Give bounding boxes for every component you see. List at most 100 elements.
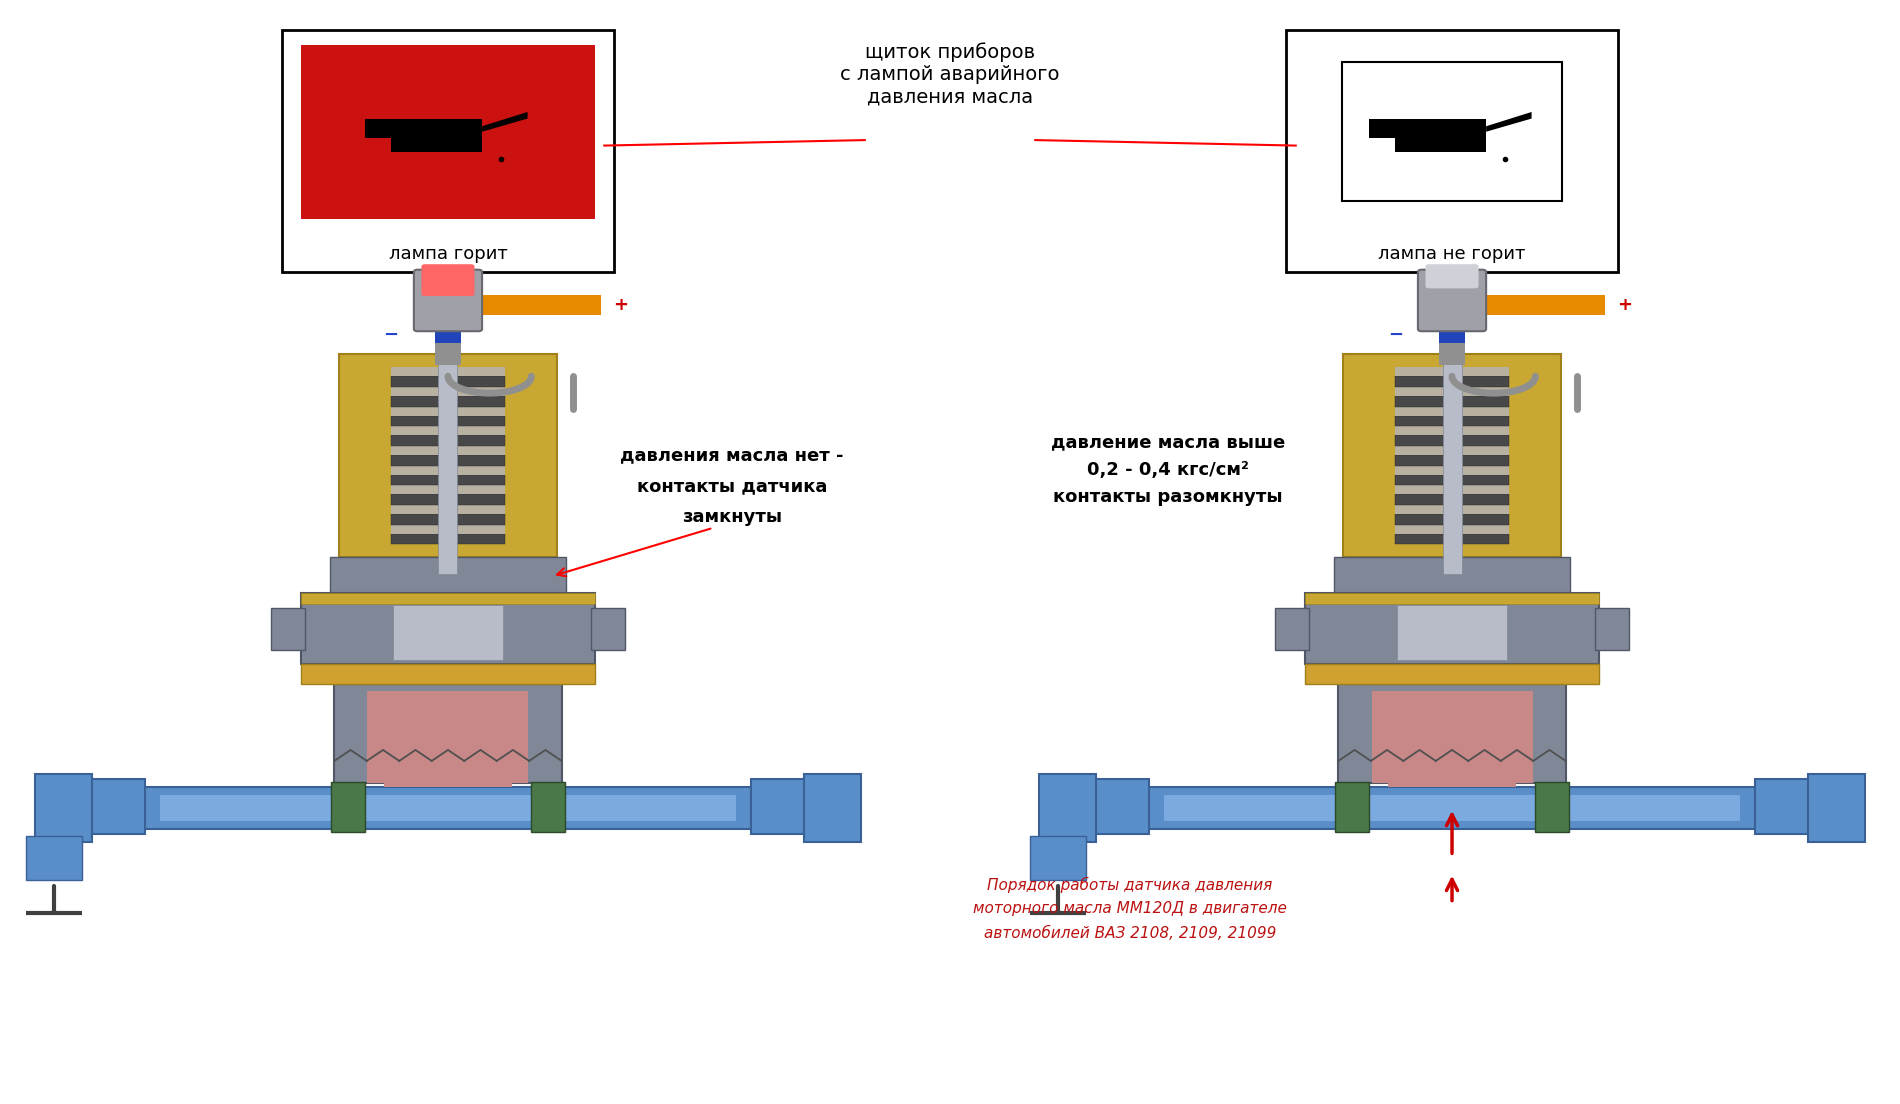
Text: давления масла нет -: давления масла нет - bbox=[621, 446, 844, 465]
FancyBboxPatch shape bbox=[1395, 455, 1509, 466]
FancyBboxPatch shape bbox=[391, 376, 505, 388]
Text: +: + bbox=[614, 296, 627, 314]
FancyBboxPatch shape bbox=[1341, 62, 1562, 201]
FancyBboxPatch shape bbox=[532, 782, 566, 832]
FancyBboxPatch shape bbox=[34, 774, 91, 842]
FancyBboxPatch shape bbox=[1395, 466, 1509, 475]
FancyBboxPatch shape bbox=[393, 605, 504, 660]
FancyBboxPatch shape bbox=[1809, 774, 1866, 842]
FancyBboxPatch shape bbox=[435, 272, 462, 365]
Text: 0,2 - 0,4 кгс/см²: 0,2 - 0,4 кгс/см² bbox=[1087, 460, 1248, 479]
FancyBboxPatch shape bbox=[1343, 354, 1562, 558]
FancyBboxPatch shape bbox=[479, 295, 602, 315]
FancyBboxPatch shape bbox=[1438, 272, 1465, 365]
Text: замкнуты: замкнуты bbox=[682, 508, 783, 526]
Polygon shape bbox=[1395, 118, 1486, 151]
FancyBboxPatch shape bbox=[391, 426, 505, 435]
FancyBboxPatch shape bbox=[1165, 795, 1740, 821]
FancyBboxPatch shape bbox=[1372, 691, 1533, 758]
FancyBboxPatch shape bbox=[1395, 505, 1509, 513]
FancyBboxPatch shape bbox=[391, 533, 505, 544]
FancyBboxPatch shape bbox=[367, 757, 528, 783]
Text: −: − bbox=[1387, 326, 1402, 343]
FancyBboxPatch shape bbox=[391, 475, 505, 486]
FancyBboxPatch shape bbox=[1438, 307, 1465, 327]
FancyBboxPatch shape bbox=[1395, 513, 1509, 524]
Text: лампа не горит: лампа не горит bbox=[1378, 245, 1526, 263]
FancyBboxPatch shape bbox=[1334, 782, 1368, 832]
FancyBboxPatch shape bbox=[367, 691, 528, 758]
FancyBboxPatch shape bbox=[391, 513, 505, 524]
FancyBboxPatch shape bbox=[1305, 664, 1598, 683]
FancyBboxPatch shape bbox=[329, 558, 566, 593]
FancyBboxPatch shape bbox=[1387, 777, 1516, 787]
FancyBboxPatch shape bbox=[1395, 368, 1509, 376]
FancyBboxPatch shape bbox=[1372, 757, 1533, 783]
FancyBboxPatch shape bbox=[414, 269, 483, 331]
FancyBboxPatch shape bbox=[391, 505, 505, 513]
FancyBboxPatch shape bbox=[1395, 426, 1509, 435]
Text: +: + bbox=[1617, 296, 1632, 314]
FancyBboxPatch shape bbox=[1395, 486, 1509, 495]
FancyBboxPatch shape bbox=[1417, 269, 1486, 331]
FancyBboxPatch shape bbox=[302, 593, 595, 604]
FancyBboxPatch shape bbox=[391, 486, 505, 495]
FancyBboxPatch shape bbox=[750, 779, 804, 835]
FancyBboxPatch shape bbox=[422, 264, 475, 296]
FancyBboxPatch shape bbox=[25, 837, 82, 880]
FancyBboxPatch shape bbox=[391, 368, 505, 376]
FancyBboxPatch shape bbox=[391, 524, 505, 533]
FancyBboxPatch shape bbox=[439, 349, 458, 574]
FancyBboxPatch shape bbox=[1425, 264, 1478, 288]
Text: −: − bbox=[384, 326, 399, 343]
FancyBboxPatch shape bbox=[1395, 533, 1509, 544]
FancyBboxPatch shape bbox=[1305, 593, 1598, 604]
Polygon shape bbox=[1368, 118, 1395, 138]
FancyBboxPatch shape bbox=[1395, 475, 1509, 486]
FancyBboxPatch shape bbox=[591, 608, 625, 650]
FancyBboxPatch shape bbox=[1395, 388, 1509, 396]
FancyBboxPatch shape bbox=[391, 435, 505, 446]
FancyBboxPatch shape bbox=[1275, 608, 1309, 650]
FancyBboxPatch shape bbox=[1395, 406, 1509, 415]
Polygon shape bbox=[483, 112, 528, 131]
FancyBboxPatch shape bbox=[331, 782, 365, 832]
FancyBboxPatch shape bbox=[1395, 376, 1509, 388]
FancyBboxPatch shape bbox=[338, 354, 557, 558]
FancyBboxPatch shape bbox=[1535, 782, 1569, 832]
Text: автомобилей ВАЗ 2108, 2109, 21099: автомобилей ВАЗ 2108, 2109, 21099 bbox=[984, 925, 1277, 941]
FancyBboxPatch shape bbox=[1286, 30, 1617, 272]
FancyBboxPatch shape bbox=[384, 777, 513, 787]
FancyBboxPatch shape bbox=[1150, 787, 1756, 829]
FancyBboxPatch shape bbox=[435, 307, 462, 327]
FancyBboxPatch shape bbox=[1334, 558, 1571, 593]
Polygon shape bbox=[1486, 112, 1531, 131]
FancyBboxPatch shape bbox=[391, 446, 505, 455]
FancyBboxPatch shape bbox=[1039, 774, 1096, 842]
FancyBboxPatch shape bbox=[1395, 415, 1509, 426]
FancyBboxPatch shape bbox=[1482, 295, 1606, 315]
FancyBboxPatch shape bbox=[435, 332, 462, 343]
Text: контакты датчика: контакты датчика bbox=[636, 477, 826, 495]
Text: давление масла выше: давление масла выше bbox=[1051, 433, 1284, 452]
FancyBboxPatch shape bbox=[1395, 495, 1509, 505]
FancyBboxPatch shape bbox=[283, 30, 614, 272]
FancyBboxPatch shape bbox=[1395, 396, 1509, 406]
Polygon shape bbox=[391, 118, 483, 151]
Text: щиток приборов
с лампой аварийного
давления масла: щиток приборов с лампой аварийного давле… bbox=[840, 42, 1060, 106]
FancyBboxPatch shape bbox=[144, 787, 750, 829]
FancyBboxPatch shape bbox=[1756, 779, 1809, 835]
Polygon shape bbox=[365, 118, 391, 138]
FancyBboxPatch shape bbox=[1596, 608, 1628, 650]
FancyBboxPatch shape bbox=[1395, 435, 1509, 446]
FancyBboxPatch shape bbox=[391, 455, 505, 466]
FancyBboxPatch shape bbox=[1438, 332, 1465, 343]
FancyBboxPatch shape bbox=[391, 388, 505, 396]
FancyBboxPatch shape bbox=[334, 683, 562, 783]
FancyBboxPatch shape bbox=[1396, 605, 1507, 660]
FancyBboxPatch shape bbox=[1338, 683, 1566, 783]
FancyBboxPatch shape bbox=[272, 608, 304, 650]
FancyBboxPatch shape bbox=[391, 495, 505, 505]
FancyBboxPatch shape bbox=[160, 795, 735, 821]
FancyBboxPatch shape bbox=[1030, 837, 1087, 880]
